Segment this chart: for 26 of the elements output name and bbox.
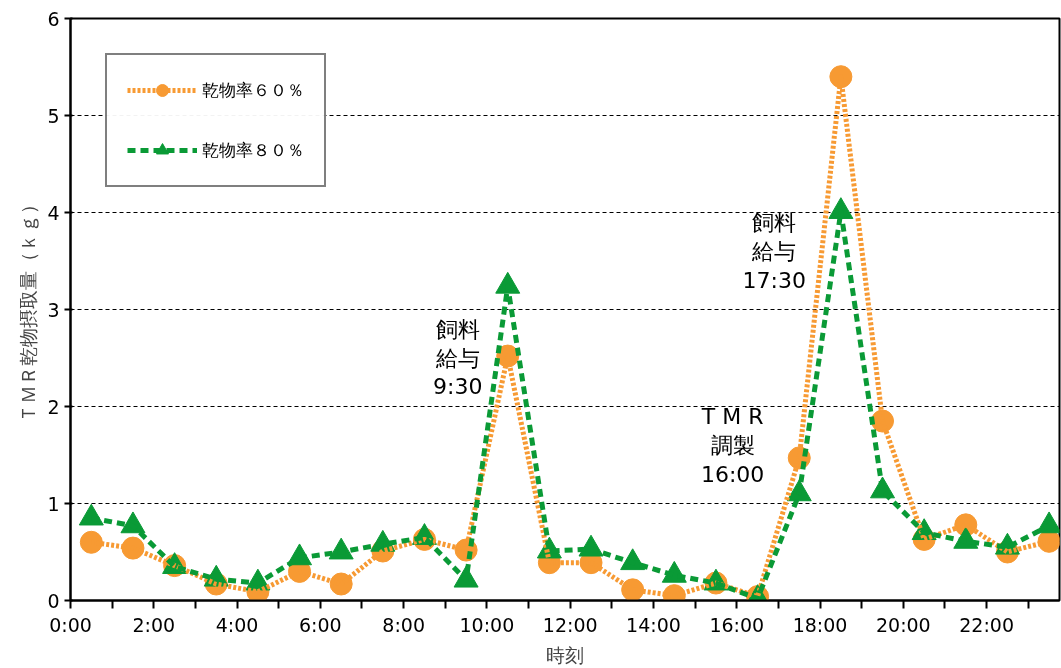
annotation: 飼料給与 9:30: [433, 316, 483, 400]
y-tick-label: 2: [47, 395, 60, 418]
annotation: 飼料給与 17:30: [742, 210, 806, 293]
x-tick-label: 0:00: [49, 613, 92, 636]
x-tick-label: 12:00: [542, 613, 598, 636]
y-tick-label: 0: [47, 589, 60, 612]
x-tick-label: 16:00: [709, 613, 765, 636]
x-tick-label: 14:00: [626, 613, 681, 636]
x-tick-label: 20:00: [875, 613, 931, 636]
y-tick-label: 5: [47, 104, 60, 127]
x-axis-title: 時刻: [546, 643, 584, 666]
y-axis-title: ＴＭＲ乾物摂取量（ｋｇ）: [17, 195, 40, 424]
x-tick-label: 2:00: [132, 613, 176, 636]
x-tick-label: 8:00: [382, 613, 425, 636]
x-tick-label: 4:00: [215, 613, 259, 636]
y-tick-label: 3: [47, 298, 60, 321]
y-tick-label: 1: [47, 492, 60, 515]
legend-label: 乾物率８０％: [202, 138, 304, 162]
x-tick-label: 18:00: [792, 613, 848, 636]
legend-label: 乾物率６０％: [202, 78, 304, 102]
x-tick-label: 10:00: [459, 613, 515, 636]
annotation: T M R 調製 16:00: [700, 404, 765, 487]
x-tick-label: 6:00: [299, 613, 342, 636]
x-tick-label: 22:00: [959, 613, 1015, 636]
y-tick-label: 6: [47, 7, 60, 30]
y-tick-label: 4: [47, 201, 60, 224]
